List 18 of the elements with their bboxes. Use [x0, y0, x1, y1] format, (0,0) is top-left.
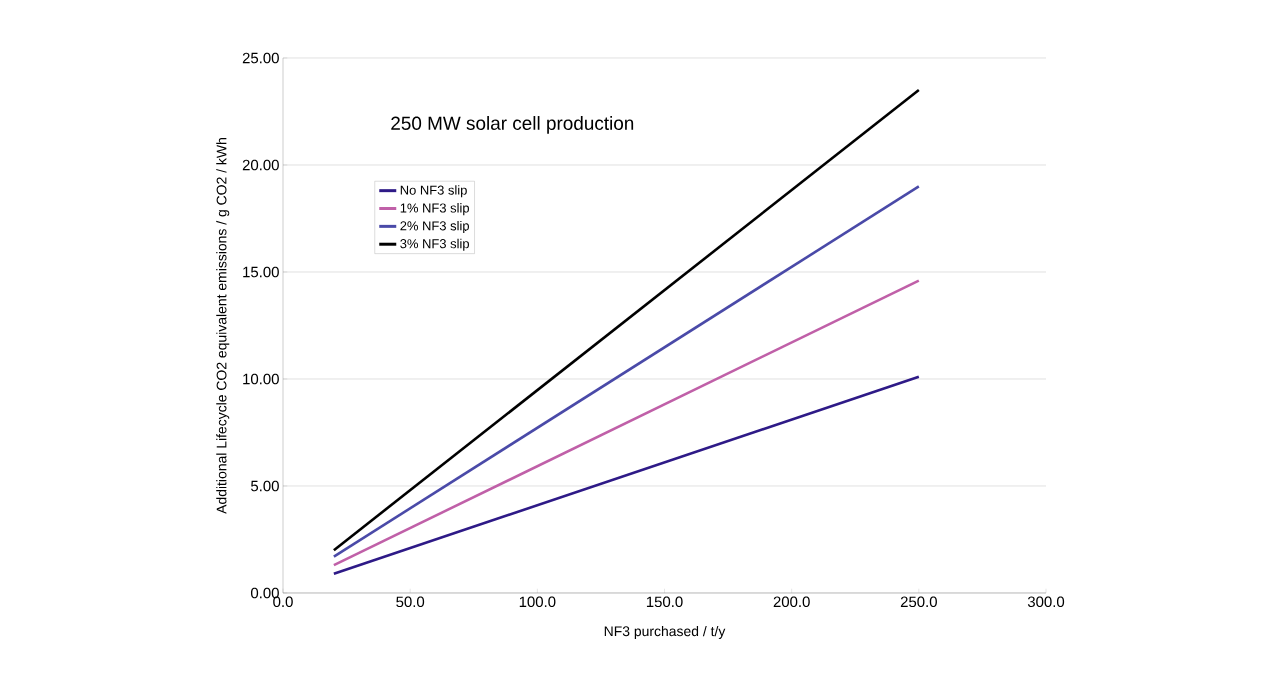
x-tick-label: 300.0 — [1027, 596, 1065, 608]
y-axis-title: Additional Lifecycle CO2 equivalent emissions / g CO2 / kWh — [216, 138, 230, 514]
x-tick-label: 100.0 — [519, 596, 556, 608]
legend-label: 1% NF3 slip — [400, 203, 469, 216]
y-tick-label: 25.00 — [242, 52, 279, 64]
y-tick-label: 15.00 — [243, 266, 279, 278]
legend-label: No NF3 slip — [400, 185, 467, 198]
x-tick-label: 200.0 — [773, 596, 810, 608]
legend-label: 2% NF3 slip — [400, 220, 469, 233]
x-tick-label: 150.0 — [646, 596, 683, 608]
x-axis-title: NF3 purchased / t/y — [604, 625, 726, 639]
x-tick-label: 50.0 — [396, 596, 425, 608]
y-tick-label: 5.00 — [251, 480, 279, 492]
annotation: 250 MW solar cell production — [391, 116, 634, 134]
legend-label: 3% NF3 slip — [400, 238, 469, 251]
y-tick-label: 20.00 — [242, 159, 279, 171]
x-tick-label: 250.0 — [900, 596, 937, 608]
y-tick-label: 10.00 — [243, 373, 279, 385]
